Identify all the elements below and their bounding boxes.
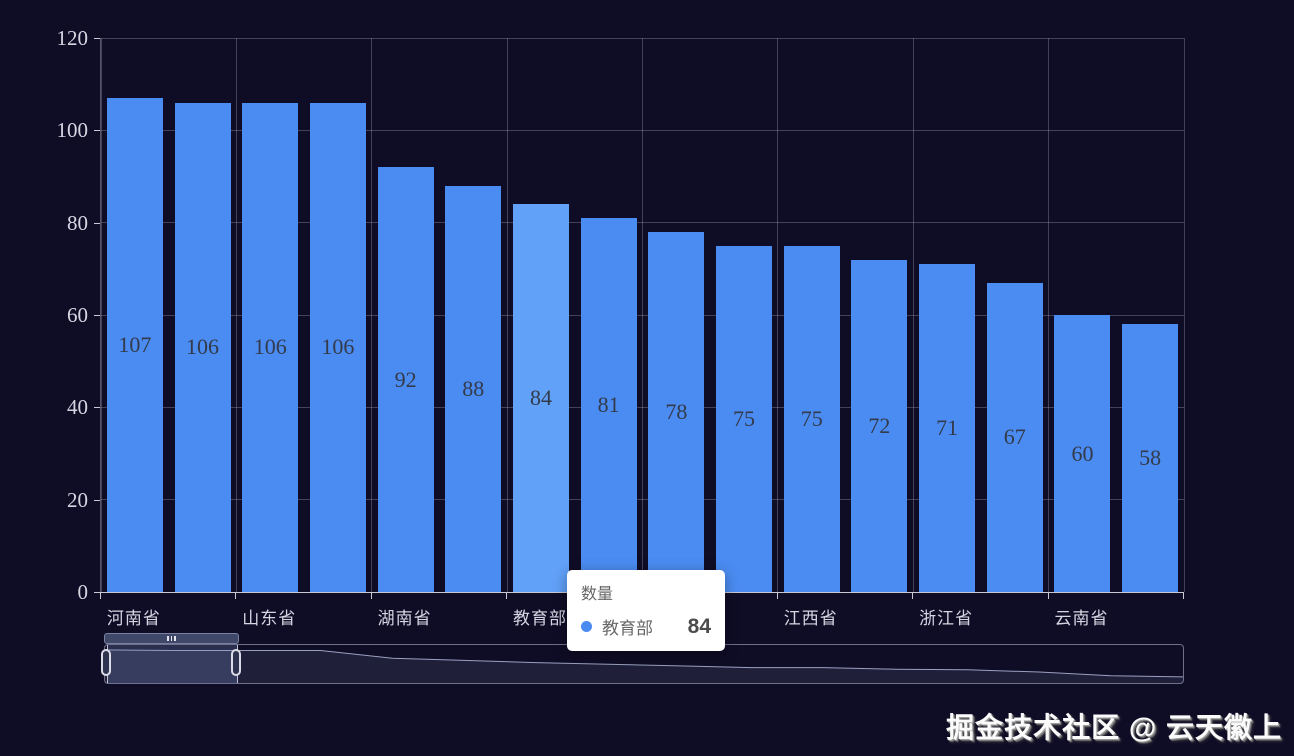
tooltip-title: 数量 [581,586,614,603]
move-grip-icon [167,636,169,641]
y-axis-label: 20 [67,487,88,512]
bar[interactable]: 107 [106,98,163,592]
data-zoom-handle-left[interactable] [101,649,111,676]
bar[interactable]: 78 [648,231,705,592]
bar[interactable]: 60 [1054,315,1111,592]
x-axis-label: 河南省 [106,609,161,628]
gridline-vertical [100,38,102,592]
gridline-vertical [371,38,373,592]
y-axis-label: 100 [56,118,89,143]
tooltip-item-row: 教育部 84 [581,614,711,639]
data-zoom-move-handle[interactable] [104,633,239,644]
gridline-vertical [1048,38,1050,592]
bar[interactable]: 58 [1122,324,1179,592]
bar-value-label: 60 [1071,440,1094,466]
y-axis-tick [94,592,100,593]
bar-value-label: 71 [936,415,959,441]
gridline-vertical [235,38,237,592]
bar-value-label: 106 [253,334,287,360]
gridline-horizontal [101,129,1184,131]
gridline-vertical [1183,38,1185,592]
gridline-vertical [777,38,779,592]
bar-value-label: 88 [462,375,485,401]
bar-value-label: 81 [597,392,620,418]
watermark: 掘金技术社区 @ 云天徽上 [946,712,1282,743]
bar-value-label: 75 [733,405,756,431]
x-axis-label: 山东省 [242,609,297,628]
bar-value-label: 58 [1139,445,1162,471]
data-zoom-selection[interactable] [107,645,238,683]
bar[interactable]: 106 [242,102,299,592]
bar[interactable]: 71 [919,264,976,592]
bar-value-label: 84 [529,385,552,411]
x-axis-label: 云南省 [1054,609,1109,628]
x-axis-tick [1047,593,1049,599]
bar[interactable]: 72 [851,259,908,592]
bar-value-label: 107 [118,332,152,358]
x-axis-tick [1183,593,1184,599]
gridline-horizontal [101,314,1184,316]
y-axis-label: 40 [67,395,88,420]
move-grip-icon [170,636,173,641]
plot-area[interactable]: 107 106 106 106 92 88 84 81 78 75 75 72 71 67 60 58 [100,37,1185,593]
bar-value-label: 106 [186,334,220,360]
y-axis-label: 60 [67,303,88,327]
x-axis-tick [506,593,508,599]
bar[interactable]: 81 [580,218,637,592]
x-axis-label: 教育部 [512,609,567,628]
x-axis-tick [776,593,778,599]
bar[interactable]: 75 [716,245,773,592]
bar[interactable]: 106 [174,102,231,592]
bar-value-label: 78 [665,398,688,424]
bar-value-label: 106 [321,334,355,360]
gridline-vertical [912,38,914,592]
x-axis-tick [235,593,237,599]
bar[interactable]: 106 [309,102,366,592]
tooltip: 数量 教育部 84 [567,570,725,651]
bar[interactable]: 75 [783,245,840,592]
x-axis-tick [912,593,914,599]
gridline-horizontal [101,499,1184,501]
data-zoom-handle-right[interactable] [231,649,241,676]
y-axis-label: 120 [56,26,89,50]
move-grip-icon [174,636,176,641]
gridline-horizontal [101,406,1184,408]
x-axis-label: 浙江省 [919,609,974,628]
y-axis-tick [94,222,100,224]
y-axis-tick [94,499,100,501]
gridline-vertical [642,38,643,592]
tooltip-item-value: 84 [687,614,711,638]
x-axis-label: 江西省 [783,609,838,628]
data-zoom-slider[interactable] [101,633,1186,685]
gridline-vertical [506,38,508,592]
data-shadow-chart [105,649,1183,683]
bar-value-label: 92 [394,366,417,392]
y-axis-tick [94,315,100,316]
y-axis-tick [94,38,100,39]
bar-value-label: 67 [1003,424,1026,450]
y-axis-tick [94,407,100,409]
tooltip-item-label: 教育部 [602,619,653,638]
bar-value-label: 75 [800,405,823,431]
x-axis-tick [370,593,372,599]
bar[interactable]: 67 [986,282,1043,592]
x-axis-tick [100,593,101,599]
y-axis-label: 80 [67,210,88,235]
series-marker-dot-icon [581,621,592,632]
bar[interactable]: 92 [377,167,434,592]
bar-value-label: 72 [868,412,891,438]
y-axis-label: 0 [77,580,89,604]
gridline-horizontal [101,37,1184,39]
y-axis-tick [94,130,100,132]
x-axis-label: 湖南省 [377,609,432,628]
gridline-horizontal [101,222,1184,224]
bar[interactable]: 88 [445,185,502,592]
bar[interactable]: 84 [512,204,569,592]
